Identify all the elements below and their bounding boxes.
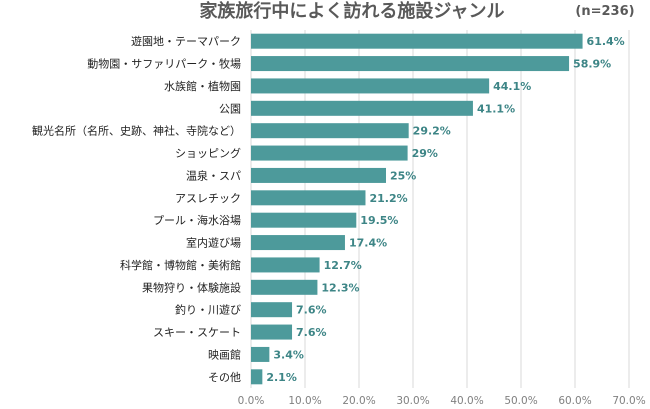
category-label: 温泉・スパ — [186, 168, 241, 182]
x-tick-label: 20.0% — [342, 395, 375, 407]
bar — [251, 167, 386, 183]
bar — [251, 235, 345, 251]
category-labels: 遊園地・テーマパーク動物園・サファリパーク・牧場水族館・植物園公園観光名所（名所… — [32, 34, 241, 384]
x-tick-label: 50.0% — [504, 395, 537, 407]
x-tick-label: 10.0% — [288, 395, 321, 407]
category-label: 動物園・サファリパーク・牧場 — [87, 57, 241, 71]
value-labels: 61.4% 58.9% 44.1% 41.1% 29.2% 29% 25% 21.2% 19.5… — [266, 35, 624, 384]
category-label: 科学館・博物館・美術館 — [120, 258, 241, 272]
bars — [251, 33, 583, 385]
category-label: 釣り・川遊び — [175, 303, 241, 317]
x-axis-tick-labels: 0.0% 10.0% 20.0% 30.0% 40.0% 50.0% 60.0% 70.0% — [238, 395, 646, 407]
x-tick-label: 70.0% — [612, 395, 645, 407]
bar — [251, 324, 293, 340]
category-label: 映画館 — [208, 347, 241, 361]
data-label: 41.1% — [477, 102, 515, 115]
data-label: 44.1% — [493, 80, 531, 93]
data-label: 12.7% — [324, 259, 362, 272]
category-label: プール・海水浴場 — [153, 213, 241, 227]
sample-size-note: (n=236) — [575, 4, 634, 19]
category-label: 観光名所（名所、史跡、神社、寺院など） — [32, 124, 241, 138]
bar — [251, 369, 263, 385]
category-label: 公園 — [219, 102, 241, 115]
category-label: その他 — [208, 371, 241, 384]
data-label: 21.2% — [369, 192, 407, 205]
data-label: 3.4% — [273, 348, 304, 361]
category-label: ショッピング — [175, 146, 241, 160]
bar — [251, 33, 583, 49]
bar — [251, 123, 409, 139]
data-label: 7.6% — [296, 304, 327, 317]
data-label: 29% — [412, 147, 438, 160]
category-label: スキー・スケート — [153, 326, 241, 339]
category-label: 遊園地・テーマパーク — [131, 34, 241, 48]
x-tick-label: 40.0% — [450, 395, 483, 407]
x-tick-label: 0.0% — [238, 395, 265, 407]
category-label: 室内遊び場 — [186, 236, 241, 250]
bar — [251, 257, 320, 273]
data-label: 19.5% — [360, 214, 398, 227]
chart-title: 家族旅行中によく訪れる施設ジャンル — [199, 0, 504, 22]
data-label: 2.1% — [266, 371, 297, 384]
data-label: 7.6% — [296, 326, 327, 339]
bar — [251, 302, 293, 318]
bar — [251, 56, 570, 72]
bar — [251, 190, 366, 206]
bar — [251, 100, 473, 116]
x-tick-label: 60.0% — [558, 395, 591, 407]
data-label: 25% — [390, 169, 416, 182]
category-label: 水族館・植物園 — [164, 79, 241, 93]
data-label: 61.4% — [587, 35, 625, 48]
category-label: アスレチック — [175, 192, 241, 205]
bar — [251, 279, 318, 295]
bar — [251, 145, 408, 161]
bar — [251, 78, 490, 94]
data-label: 58.9% — [573, 58, 611, 71]
data-label: 29.2% — [413, 125, 451, 138]
bar — [251, 346, 270, 362]
x-tick-label: 30.0% — [396, 395, 429, 407]
data-label: 17.4% — [349, 237, 387, 250]
bar — [251, 212, 357, 228]
category-label: 果物狩り・体験施設 — [142, 280, 241, 294]
data-label: 12.3% — [321, 281, 359, 294]
